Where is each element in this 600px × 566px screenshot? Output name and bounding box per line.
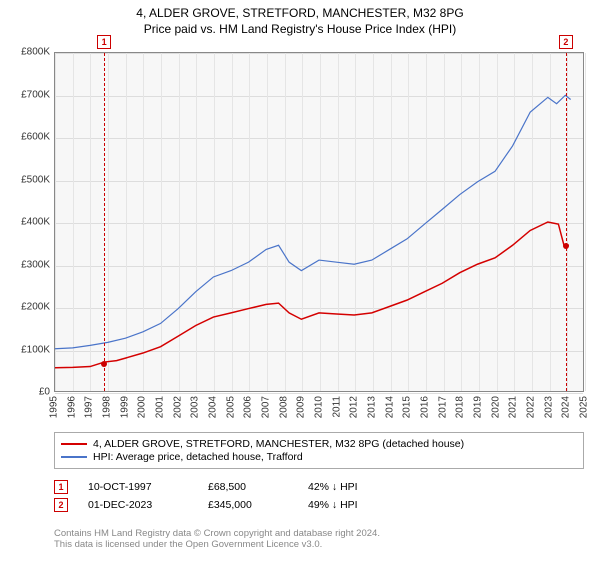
footer-line-2: This data is licensed under the Open Gov… xyxy=(54,539,584,550)
x-tick-label: 1996 xyxy=(66,396,77,418)
marker-dot-1 xyxy=(101,361,107,367)
x-gridline xyxy=(585,53,586,391)
x-tick-label: 1998 xyxy=(102,396,113,418)
x-tick-label: 2004 xyxy=(208,396,219,418)
chart-legend: 4, ALDER GROVE, STRETFORD, MANCHESTER, M… xyxy=(54,432,584,469)
x-tick-label: 2001 xyxy=(155,396,166,418)
x-tick-label: 2019 xyxy=(473,396,484,418)
series-line-hpi xyxy=(55,95,571,349)
event-date: 10-OCT-1997 xyxy=(88,481,188,493)
x-tick-label: 1995 xyxy=(49,396,60,418)
x-tick-label: 2000 xyxy=(137,396,148,418)
event-date: 01-DEC-2023 xyxy=(88,499,188,511)
marker-line-1 xyxy=(104,53,105,391)
marker-dot-2 xyxy=(563,243,569,249)
x-tick-label: 2016 xyxy=(420,396,431,418)
x-tick-label: 2007 xyxy=(261,396,272,418)
y-tick-label: £200K xyxy=(4,302,50,313)
footer-attribution: Contains HM Land Registry data © Crown c… xyxy=(54,528,584,550)
x-tick-label: 2025 xyxy=(579,396,590,418)
x-tick-label: 2021 xyxy=(508,396,519,418)
y-tick-label: £300K xyxy=(4,259,50,270)
legend-item-property: 4, ALDER GROVE, STRETFORD, MANCHESTER, M… xyxy=(61,438,577,450)
marker-flag-2: 2 xyxy=(559,35,573,49)
x-tick-label: 2023 xyxy=(543,396,554,418)
event-price: £345,000 xyxy=(208,499,288,511)
event-price: £68,500 xyxy=(208,481,288,493)
chart-plot-area: 12 xyxy=(54,52,584,392)
y-tick-label: £0 xyxy=(4,387,50,398)
legend-swatch xyxy=(61,443,87,445)
footer-line-1: Contains HM Land Registry data © Crown c… xyxy=(54,528,584,539)
x-tick-label: 2014 xyxy=(384,396,395,418)
chart-title: 4, ALDER GROVE, STRETFORD, MANCHESTER, M… xyxy=(0,6,600,20)
x-tick-label: 2003 xyxy=(190,396,201,418)
x-tick-label: 2020 xyxy=(490,396,501,418)
x-tick-label: 1999 xyxy=(119,396,130,418)
x-tick-label: 2018 xyxy=(455,396,466,418)
x-tick-label: 2012 xyxy=(349,396,360,418)
event-marker-box: 1 xyxy=(54,480,68,494)
y-tick-label: £100K xyxy=(4,344,50,355)
x-tick-label: 2013 xyxy=(367,396,378,418)
x-tick-label: 2015 xyxy=(402,396,413,418)
x-tick-label: 2002 xyxy=(172,396,183,418)
x-tick-label: 2010 xyxy=(314,396,325,418)
legend-item-hpi: HPI: Average price, detached house, Traf… xyxy=(61,451,577,463)
series-line-property xyxy=(55,222,569,368)
legend-label: HPI: Average price, detached house, Traf… xyxy=(93,451,303,463)
x-tick-label: 2011 xyxy=(331,396,342,418)
y-tick-label: £800K xyxy=(4,47,50,58)
y-tick-label: £500K xyxy=(4,174,50,185)
x-tick-label: 2022 xyxy=(526,396,537,418)
x-tick-label: 2017 xyxy=(437,396,448,418)
chart-series xyxy=(55,53,583,391)
event-table: 1 10-OCT-1997 £68,500 42% ↓ HPI 2 01-DEC-2023… xyxy=(54,476,584,516)
y-gridline xyxy=(55,393,583,394)
y-tick-label: £600K xyxy=(4,132,50,143)
x-tick-label: 2006 xyxy=(243,396,254,418)
event-delta: 49% ↓ HPI xyxy=(308,499,358,511)
x-tick-label: 2005 xyxy=(225,396,236,418)
x-tick-label: 2009 xyxy=(296,396,307,418)
event-delta: 42% ↓ HPI xyxy=(308,481,358,493)
x-tick-label: 1997 xyxy=(84,396,95,418)
marker-line-2 xyxy=(566,53,567,391)
x-tick-label: 2008 xyxy=(278,396,289,418)
event-marker-box: 2 xyxy=(54,498,68,512)
y-tick-label: £700K xyxy=(4,89,50,100)
legend-swatch xyxy=(61,456,87,458)
event-row-2: 2 01-DEC-2023 £345,000 49% ↓ HPI xyxy=(54,498,584,512)
legend-label: 4, ALDER GROVE, STRETFORD, MANCHESTER, M… xyxy=(93,438,464,450)
marker-flag-1: 1 xyxy=(97,35,111,49)
chart-subtitle: Price paid vs. HM Land Registry's House … xyxy=(0,22,600,36)
event-row-1: 1 10-OCT-1997 £68,500 42% ↓ HPI xyxy=(54,480,584,494)
x-tick-label: 2024 xyxy=(561,396,572,418)
y-tick-label: £400K xyxy=(4,217,50,228)
